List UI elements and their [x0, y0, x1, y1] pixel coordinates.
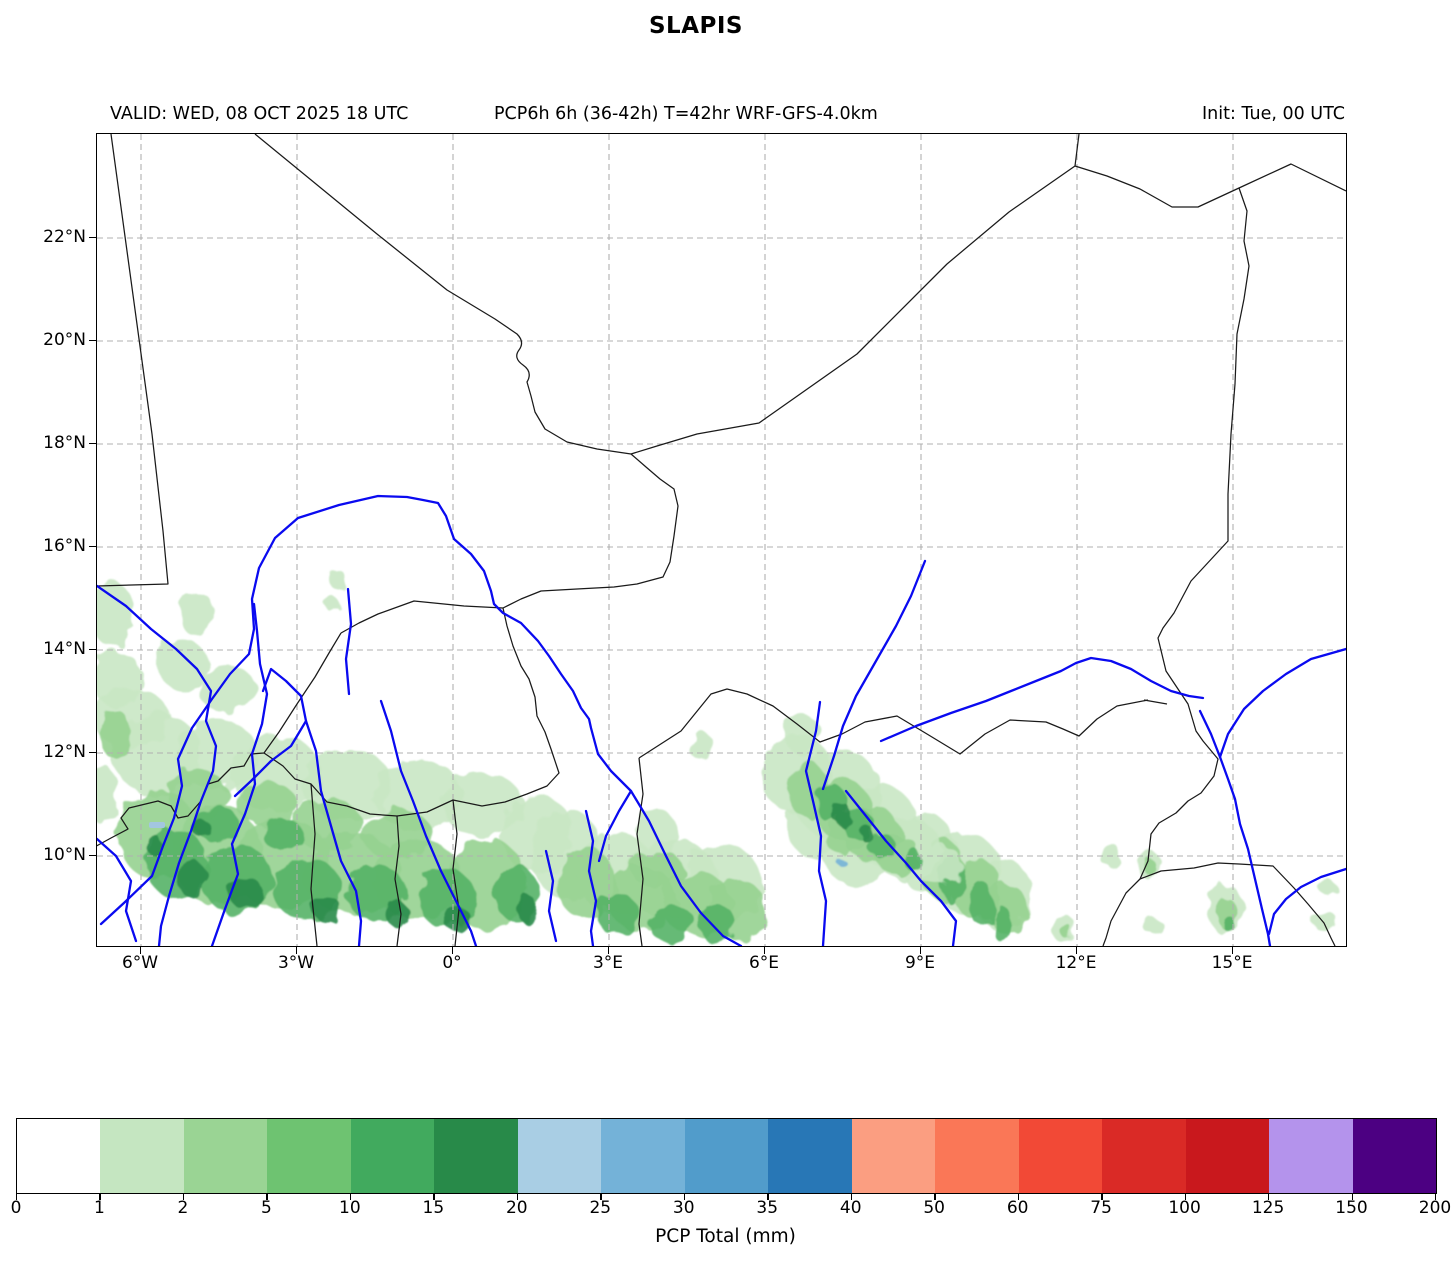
- lake-reservoir: [149, 822, 165, 828]
- colorbar-segment: [684, 1119, 769, 1193]
- x-tick-mark: [608, 947, 610, 954]
- x-tick-label: 6°W: [121, 953, 159, 973]
- x-tick-label: 6°E: [748, 953, 780, 973]
- colorbar-tick-mark: [1101, 1194, 1103, 1200]
- colorbar-tick-mark: [1017, 1194, 1020, 1200]
- weather-map-svg: [97, 134, 1346, 946]
- colorbar-tick-mark: [1184, 1194, 1186, 1200]
- x-tick-mark: [1232, 947, 1234, 954]
- x-tick-label: 0°: [442, 953, 462, 973]
- y-tick-mark: [89, 649, 96, 651]
- colorbar-tick-mark: [1351, 1194, 1353, 1200]
- colorbar-title: PCP Total (mm): [655, 1226, 796, 1247]
- colorbar-segment: [350, 1119, 435, 1193]
- colorbar-tick-mark: [1268, 1194, 1270, 1200]
- colorbar-tick-label: 75: [1090, 1198, 1112, 1218]
- colorbar-tick-label: 150: [1335, 1198, 1368, 1218]
- y-tick-mark: [89, 237, 96, 239]
- colorbar-segment: [1185, 1119, 1270, 1193]
- colorbar-tick-mark: [516, 1194, 519, 1200]
- init-time-label: Init: Tue, 00 UTC: [1202, 104, 1345, 124]
- y-tick-label: 16°N: [43, 536, 86, 556]
- x-tick-label: 3°E: [592, 953, 624, 973]
- valid-time-label: VALID: WED, 08 OCT 2025 18 UTC: [110, 104, 409, 124]
- rivers: [97, 494, 1346, 946]
- colorbar-tick-mark: [934, 1194, 936, 1200]
- y-tick-mark: [89, 546, 96, 548]
- x-tick-label: 3°W: [277, 953, 315, 973]
- x-tick-mark: [920, 947, 922, 954]
- colorbar-segment: [517, 1119, 602, 1193]
- y-tick-label: 18°N: [43, 433, 86, 453]
- colorbar-tick-label: 35: [756, 1198, 779, 1218]
- product-label: PCP6h 6h (36-42h) T=42hr WRF-GFS-4.0km: [494, 104, 878, 124]
- y-tick-mark: [89, 752, 96, 754]
- x-tick-mark: [140, 947, 142, 954]
- colorbar-segment: [601, 1119, 685, 1193]
- colorbar-segment: [267, 1119, 351, 1193]
- map-canvas: [96, 133, 1347, 947]
- colorbar-tick-label: 200: [1418, 1198, 1451, 1218]
- colorbar-segment: [851, 1119, 936, 1193]
- colorbar-segment: [100, 1119, 184, 1193]
- colorbar-tick-mark: [349, 1194, 352, 1200]
- colorbar-tick-mark: [433, 1194, 435, 1200]
- colorbar: [16, 1118, 1437, 1194]
- y-tick-label: 10°N: [43, 845, 86, 865]
- colorbar-segment: [17, 1119, 101, 1193]
- x-tick-mark: [452, 947, 454, 954]
- y-tick-label: 14°N: [43, 639, 86, 659]
- x-tick-label: 12°E: [1055, 953, 1097, 973]
- x-tick-label: 15°E: [1211, 953, 1253, 973]
- colorbar-tick-label: 1: [94, 1198, 105, 1218]
- x-tick-mark: [1076, 947, 1078, 954]
- colorbar-segment: [1018, 1119, 1103, 1193]
- y-tick-mark: [89, 855, 96, 857]
- colorbar-tick-label: 0: [10, 1198, 22, 1218]
- colorbar-tick-label: 50: [923, 1198, 945, 1218]
- colorbar-tick-mark: [182, 1194, 185, 1200]
- colorbar-segment: [768, 1119, 852, 1193]
- colorbar-tick-mark: [850, 1194, 853, 1200]
- colorbar-tick-label: 125: [1251, 1198, 1285, 1218]
- colorbar-tick-mark: [99, 1194, 101, 1200]
- colorbar-tick-label: 30: [672, 1198, 695, 1218]
- colorbar-tick-label: 100: [1168, 1198, 1201, 1218]
- colorbar-tick-mark: [266, 1194, 268, 1200]
- colorbar-tick-mark: [767, 1194, 769, 1200]
- colorbar-segment: [1269, 1119, 1353, 1193]
- colorbar-segment: [1352, 1119, 1436, 1193]
- colorbar-tick-label: 20: [505, 1198, 528, 1218]
- colorbar-tick-mark: [600, 1194, 602, 1200]
- y-tick-label: 20°N: [43, 330, 86, 350]
- colorbar-tick-label: 15: [422, 1198, 445, 1218]
- figure-title: SLAPIS: [648, 13, 743, 39]
- colorbar-tick-label: 10: [339, 1198, 361, 1218]
- precipitation-shading: [97, 569, 1336, 944]
- colorbar-segment: [434, 1119, 518, 1193]
- colorbar-tick-label: 25: [589, 1198, 612, 1218]
- colorbar-segment: [1102, 1119, 1186, 1193]
- y-tick-mark: [89, 443, 96, 445]
- colorbar-tick-mark: [683, 1194, 686, 1200]
- x-tick-mark: [296, 947, 298, 954]
- colorbar-tick-label: 5: [260, 1198, 272, 1218]
- colorbar-segment: [935, 1119, 1019, 1193]
- y-tick-label: 22°N: [43, 227, 86, 247]
- y-tick-mark: [89, 340, 96, 342]
- colorbar-tick-mark: [1435, 1194, 1437, 1200]
- y-tick-label: 12°N: [43, 742, 86, 762]
- colorbar-tick-label: 60: [1006, 1198, 1029, 1218]
- graticule-gridlines: [97, 134, 1346, 946]
- x-tick-mark: [764, 947, 766, 954]
- colorbar-tick-label: 2: [177, 1198, 189, 1218]
- colorbar-tick-mark: [16, 1194, 18, 1200]
- x-tick-label: 9°E: [904, 953, 936, 973]
- colorbar-segment: [183, 1119, 268, 1193]
- colorbar-tick-label: 40: [839, 1198, 862, 1218]
